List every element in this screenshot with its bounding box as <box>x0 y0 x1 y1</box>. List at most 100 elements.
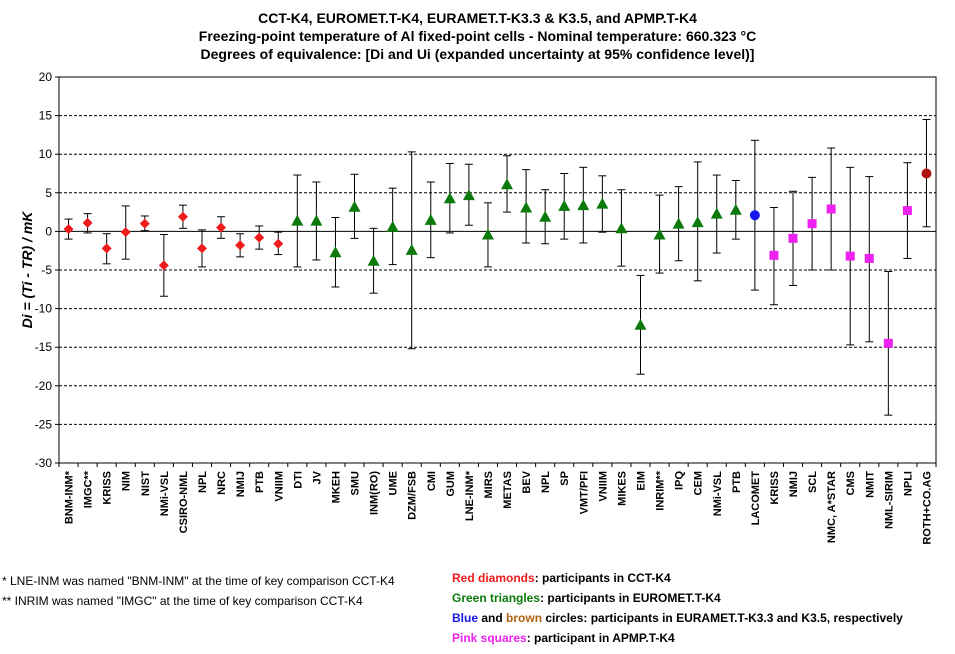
data-point <box>405 243 418 255</box>
data-point <box>921 168 932 179</box>
y-tick-label: 5 <box>45 186 52 200</box>
x-tick-label: CMI <box>426 471 438 491</box>
legend-text: Pink squares <box>452 631 527 645</box>
footnote-2: ** INRIM was named "IMGC" at the time of… <box>2 594 363 608</box>
legend-text: Green triangles <box>452 591 541 605</box>
x-tick-label: NPLI <box>902 471 914 496</box>
data-point <box>120 227 131 238</box>
x-tick-label: NPL <box>197 471 209 493</box>
x-tick-label: NPL <box>540 471 552 493</box>
data-point <box>539 210 552 222</box>
x-tick-label: SMU <box>350 471 362 496</box>
data-point <box>615 222 628 234</box>
legend-entry: Red diamonds: participants in CCT-K4 <box>452 571 671 585</box>
x-tick-label: NMIJ <box>235 471 247 497</box>
data-point <box>749 210 760 221</box>
data-point <box>235 240 246 251</box>
chart-subtitle: Freezing-point temperature of Al fixed-p… <box>198 28 757 44</box>
data-point <box>139 218 150 229</box>
x-tick-label: KRISS <box>769 471 781 505</box>
legend-text: : participants in EUROMET.T-K4 <box>540 591 721 605</box>
x-tick-label: METAS <box>502 471 514 509</box>
data-point <box>558 199 571 211</box>
y-tick-label: -25 <box>35 417 53 431</box>
y-tick-label: 20 <box>39 70 53 84</box>
y-tick-label: -15 <box>35 340 53 354</box>
data-point <box>348 200 361 212</box>
x-tick-label: VNIIM <box>597 471 609 502</box>
data-point <box>691 216 704 228</box>
data-point <box>462 189 475 201</box>
data-point <box>788 233 798 243</box>
data-point <box>481 228 494 240</box>
x-tick-label: KRISS <box>102 471 114 505</box>
x-tick-label: SCL <box>807 471 819 493</box>
data-point <box>577 199 590 211</box>
x-tick-label: BEV <box>521 470 533 493</box>
data-point <box>501 178 514 190</box>
legend-entry: Pink squares: participant in APMP.T-K4 <box>452 631 675 645</box>
x-tick-label: CEM <box>693 471 705 495</box>
data-point <box>596 197 609 209</box>
legend-text: brown <box>506 611 543 625</box>
x-tick-label: DZM/FSB <box>407 471 419 520</box>
y-axis-label: Di = (Ti - TR) / mK <box>19 211 35 329</box>
data-point <box>826 204 836 214</box>
y-tick-label: 10 <box>39 147 53 161</box>
data-point <box>710 207 723 219</box>
legend-text: : participant in APMP.T-K4 <box>526 631 675 645</box>
data-point <box>273 238 284 249</box>
data-point <box>82 217 93 228</box>
legend-entry: Green triangles: participants in EUROMET… <box>452 591 721 605</box>
data-point <box>864 253 874 263</box>
legend-text: and <box>478 611 507 625</box>
x-tick-label: IMGC** <box>83 470 95 508</box>
x-tick-label: VMT/PFI <box>578 471 590 514</box>
x-tick-label: MKEH <box>330 471 342 503</box>
x-tick-label: NML-SIRIM <box>883 471 895 529</box>
data-point <box>729 203 742 215</box>
data-point <box>101 243 112 254</box>
data-point <box>216 222 227 233</box>
data-point <box>367 254 380 266</box>
x-tick-label: IPQ <box>674 471 686 490</box>
x-tick-label: CSIRO-NML <box>178 471 190 534</box>
x-tick-label: EIM <box>635 471 647 491</box>
data-point <box>177 211 188 222</box>
data-point <box>902 206 912 216</box>
data-point <box>63 224 74 235</box>
data-point <box>196 243 207 254</box>
x-tick-label: NMC, A*STAR <box>826 471 838 543</box>
data-point <box>291 214 304 226</box>
x-tick-label: ROTH+CO.AG <box>921 471 933 545</box>
data-point <box>807 219 817 229</box>
x-tick-label: NIM <box>121 471 133 491</box>
data-point <box>653 228 666 240</box>
data-point <box>672 217 685 229</box>
x-tick-label: MIRS <box>483 471 495 499</box>
x-tick-label: LNE-INM* <box>464 470 476 521</box>
x-tick-label: PTB <box>731 471 743 493</box>
legend-text: Blue <box>452 611 479 625</box>
data-point <box>520 201 533 213</box>
x-tick-label: LACOMET <box>750 471 762 526</box>
legend-entry: Blue and brown circles: participants in … <box>452 611 903 625</box>
data-point <box>883 338 893 348</box>
x-tick-label: NMi-VSL <box>159 471 171 517</box>
y-tick-label: -10 <box>35 302 53 316</box>
x-tick-label: JV <box>311 470 323 484</box>
chart-title: CCT-K4, EUROMET.T-K4, EURAMET.T-K3.3 & K… <box>258 10 697 26</box>
data-point <box>310 214 323 226</box>
chart-subtitle-2: Degrees of equivalence: [Di and Ui (expa… <box>200 46 755 62</box>
x-tick-label: NMIJ <box>788 471 800 497</box>
data-point <box>443 192 456 204</box>
x-tick-label: NMi-VSL <box>712 471 724 517</box>
x-tick-label: UME <box>388 471 400 495</box>
x-tick-label: NMIT <box>864 471 876 498</box>
legend-text: circles: participants in EURAMET.T-K3.3 … <box>542 611 903 625</box>
data-point <box>845 251 855 261</box>
x-tick-label: VNIIM <box>273 471 285 502</box>
y-tick-label: 0 <box>45 224 52 238</box>
data-point <box>634 318 647 330</box>
